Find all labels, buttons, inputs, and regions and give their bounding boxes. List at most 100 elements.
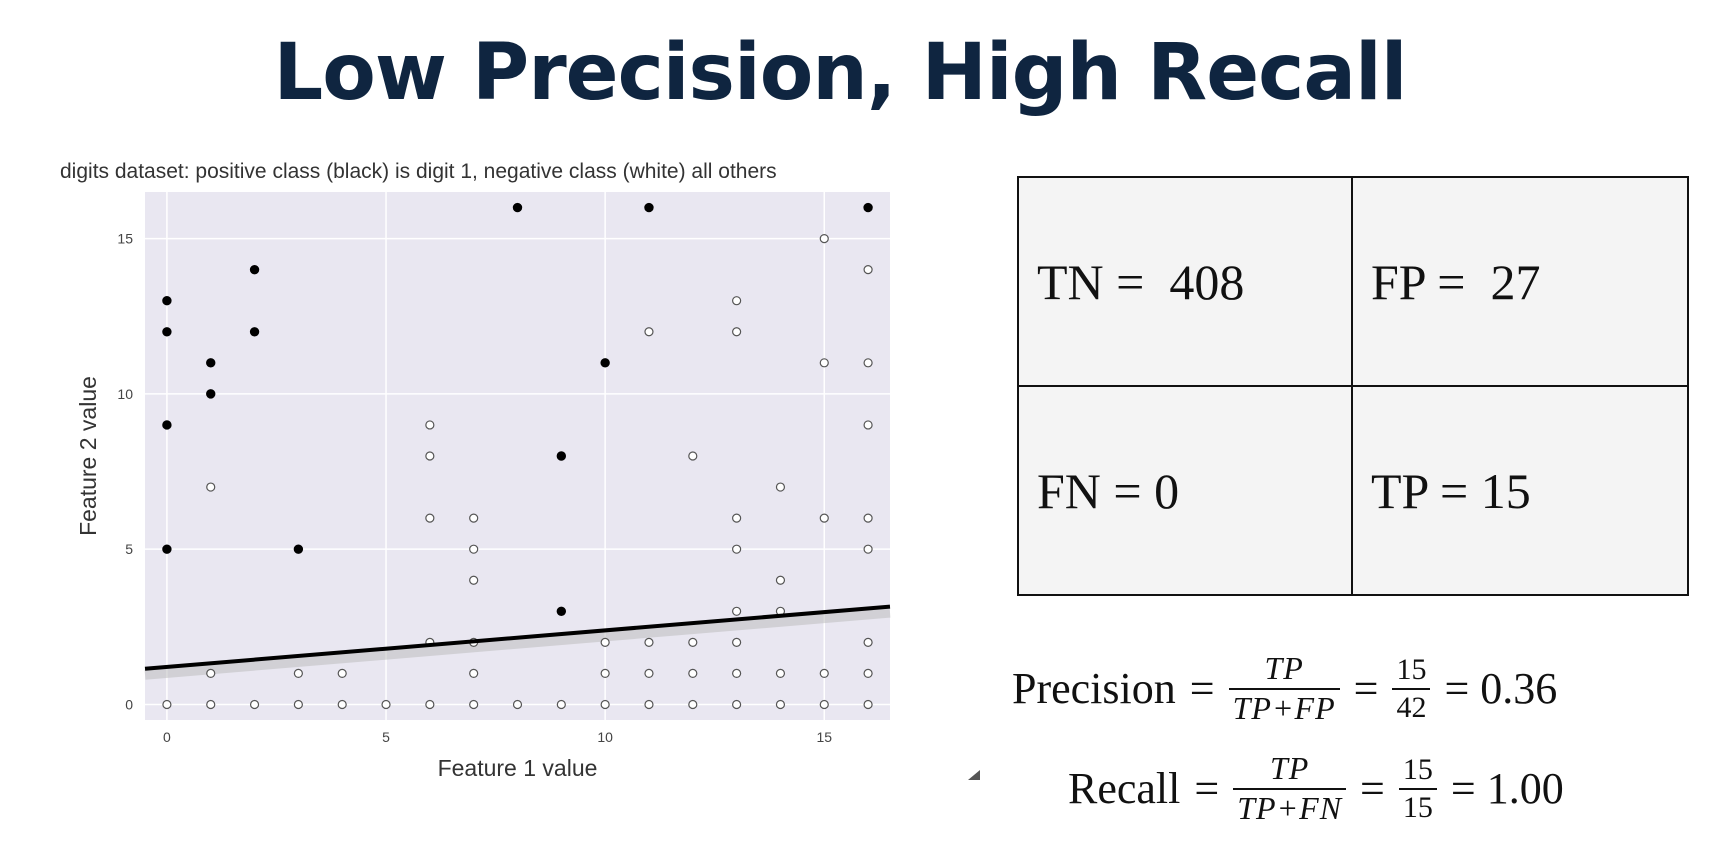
- resize-corner-icon: [968, 770, 980, 780]
- negative-point: [162, 699, 172, 710]
- scatter-plot: 0 5 10 15 0 5 10 15 Feature 1 value Feature 2 val…: [75, 192, 891, 781]
- negative-point: [819, 699, 829, 710]
- negative-point: [819, 358, 829, 368]
- negative-point: [425, 513, 435, 523]
- positive-point: [162, 327, 172, 337]
- precision-fraction: TP TP+FP: [1228, 650, 1340, 725]
- negative-point: [819, 233, 829, 244]
- negative-point: [293, 699, 303, 710]
- negative-point: [206, 699, 216, 710]
- negative-point: [775, 699, 786, 710]
- plot-area: [145, 192, 890, 720]
- precision-formula: Precision = TP TP+FP = 15 42 = 0.36: [1012, 650, 1558, 725]
- positive-point: [206, 358, 216, 368]
- recall-denominator: TP+FN: [1237, 789, 1343, 826]
- negative-point: [249, 699, 260, 710]
- cell-tp: TP = 15: [1371, 462, 1531, 519]
- negative-point: [469, 699, 479, 710]
- negative-point: [863, 637, 873, 647]
- negative-point: [732, 327, 742, 337]
- recall-numerator: TP: [1269, 750, 1310, 786]
- negative-point: [337, 699, 347, 710]
- y-axis-label: Feature 2 value: [75, 376, 101, 536]
- fraction-bar: [1228, 687, 1340, 690]
- negative-point: [469, 575, 479, 585]
- chart-title: digits dataset: positive class (black) i…: [60, 160, 777, 183]
- recall-fraction: TP TP+FN: [1233, 750, 1347, 826]
- negative-point: [863, 358, 873, 368]
- equals-sign: =: [1189, 664, 1215, 714]
- negative-point: [600, 668, 610, 679]
- confusion-matrix: TN = 408 FP = 27 FN = 0 TP = 15: [1017, 176, 1689, 596]
- negative-point: [863, 513, 873, 523]
- x-tick-label: 5: [382, 729, 390, 745]
- precision-numerator: TP: [1264, 650, 1304, 686]
- recall-value-fraction: 15 15: [1398, 753, 1437, 824]
- negative-point: [206, 668, 216, 679]
- negative-point: [425, 420, 435, 430]
- x-axis-label: Feature 1 value: [438, 755, 598, 781]
- slide-title: Low Precision, High Recall: [273, 28, 1408, 118]
- precision-value-fraction: 15 42: [1392, 653, 1431, 724]
- positive-point: [556, 606, 567, 616]
- y-tick-label: 5: [125, 541, 133, 557]
- negative-point: [469, 668, 479, 679]
- negative-point: [775, 668, 786, 679]
- x-tick-label: 10: [597, 729, 613, 745]
- positive-point: [162, 420, 172, 430]
- positive-point: [293, 544, 304, 554]
- equals-sign: =: [1194, 764, 1220, 814]
- negative-point: [644, 637, 654, 647]
- precision-label: Precision: [1012, 664, 1176, 714]
- recall-value-denominator: 15: [1402, 790, 1433, 824]
- negative-point: [732, 513, 742, 523]
- fraction-bar: [1392, 687, 1431, 690]
- negative-point: [863, 420, 873, 430]
- positive-point: [644, 202, 654, 213]
- precision-value-numerator: 15: [1396, 653, 1427, 687]
- precision-value-denominator: 42: [1396, 690, 1427, 724]
- negative-point: [381, 699, 391, 710]
- negative-point: [688, 699, 698, 710]
- decision-boundary-line: [144, 604, 891, 671]
- cell-fp: FP = 27: [1353, 178, 1687, 387]
- x-tick-label: 15: [816, 729, 832, 745]
- negative-point: [732, 296, 742, 306]
- positive-point: [249, 327, 260, 337]
- recall-label: Recall: [1068, 764, 1181, 814]
- equals-sign: =: [1353, 664, 1379, 714]
- y-tick-label: 15: [117, 231, 133, 247]
- positive-point: [600, 358, 610, 368]
- negative-point: [644, 668, 654, 679]
- positive-point: [249, 264, 260, 275]
- negative-point: [556, 699, 566, 710]
- negative-point: [775, 575, 786, 585]
- negative-point: [819, 513, 829, 523]
- recall-formula: Recall = TP TP+FN = 15 15 = 1.00: [1068, 750, 1564, 826]
- x-tick-label: 0: [163, 729, 171, 745]
- positive-point: [556, 451, 567, 461]
- negative-point: [425, 451, 435, 461]
- negative-point: [863, 544, 873, 554]
- negative-point: [337, 668, 347, 679]
- y-tick-label: 10: [117, 386, 133, 402]
- negative-point: [863, 668, 873, 679]
- positive-point: [863, 202, 873, 213]
- negative-point: [732, 637, 742, 647]
- cell-fn: FN = 0: [1019, 387, 1353, 594]
- negative-point: [863, 265, 873, 275]
- negative-point: [688, 668, 698, 679]
- positive-point: [206, 389, 216, 399]
- negative-point: [644, 699, 654, 710]
- recall-value-numerator: 15: [1402, 753, 1433, 787]
- negative-point: [688, 637, 698, 647]
- cell-tn: TN = 408: [1019, 178, 1353, 387]
- precision-result: = 0.36: [1444, 664, 1558, 714]
- y-tick-label: 0: [125, 696, 133, 712]
- negative-point: [819, 668, 829, 679]
- decision-boundary-shadow: [144, 607, 891, 680]
- recall-result: = 1.00: [1450, 764, 1564, 814]
- negative-point: [600, 637, 610, 647]
- fraction-bar: [1233, 787, 1347, 790]
- negative-point: [732, 668, 742, 679]
